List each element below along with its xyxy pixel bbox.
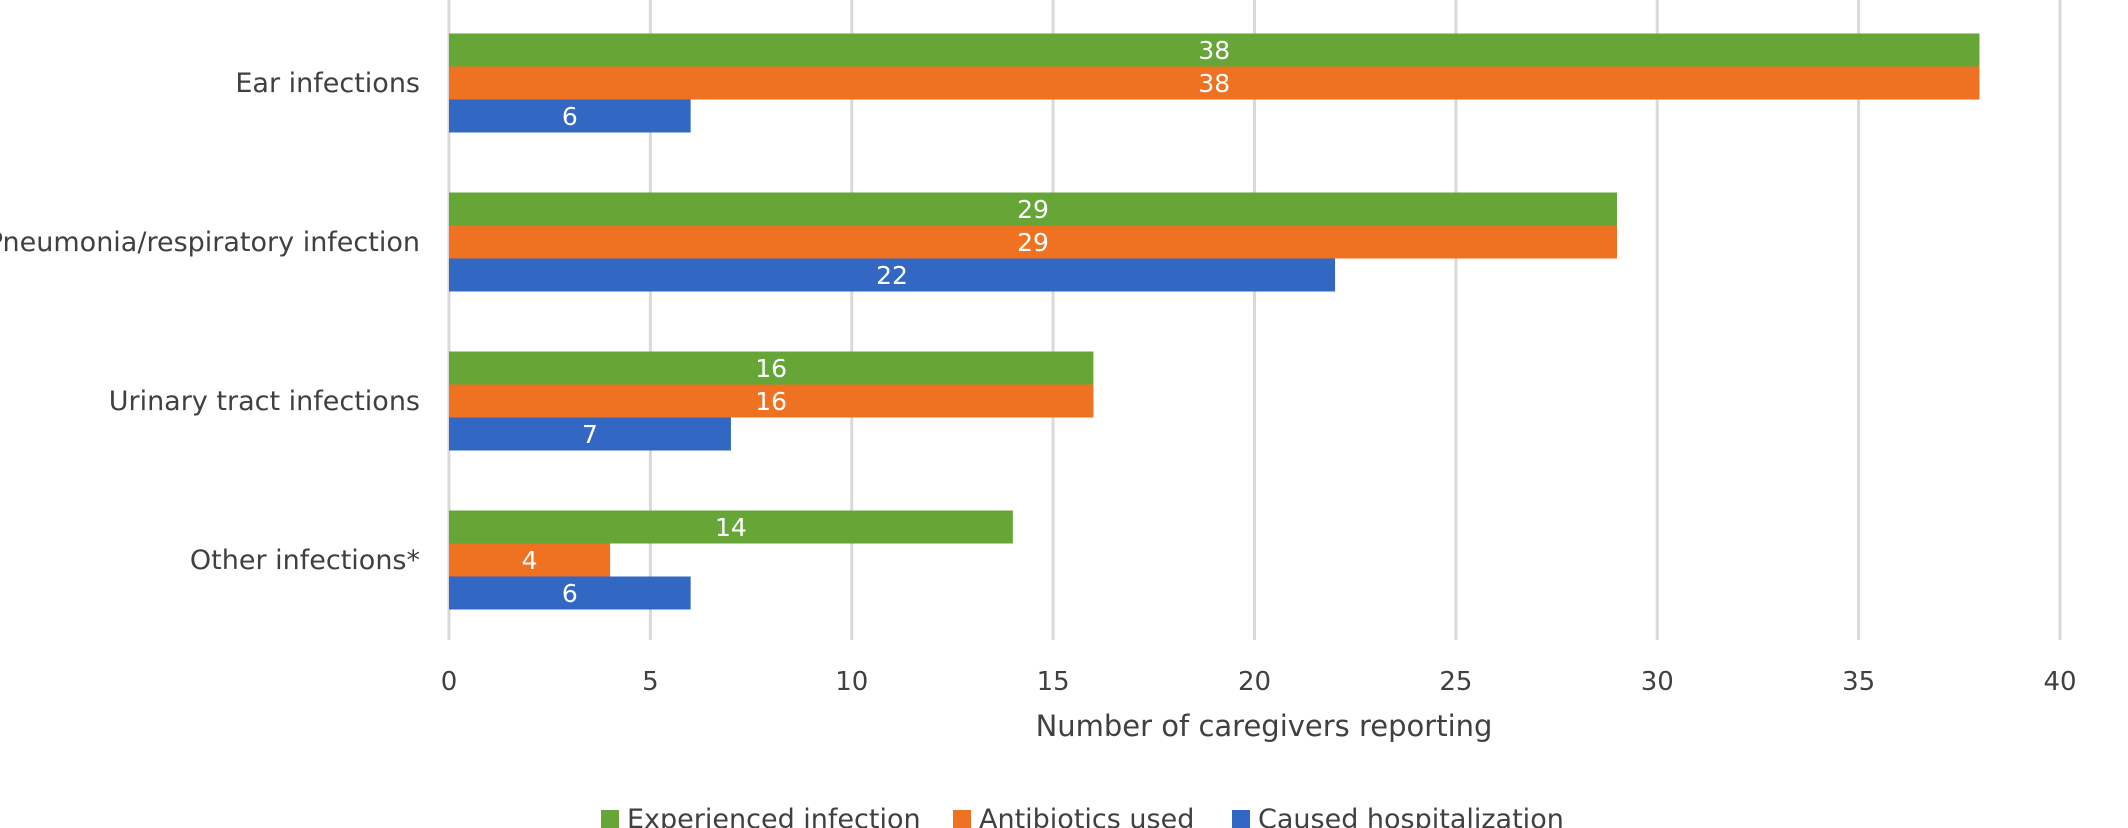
bar — [449, 510, 1013, 544]
x-tick-label: 40 — [2043, 667, 2076, 697]
bar — [449, 258, 1336, 292]
legend-label: Caused hospitalization — [1258, 804, 1564, 828]
bar — [449, 66, 1980, 100]
data-label: 6 — [562, 102, 578, 131]
bar — [449, 225, 1617, 259]
x-tick-label: 20 — [1238, 667, 1271, 697]
x-tick-label: 35 — [1842, 667, 1875, 697]
legend-swatch — [953, 810, 971, 828]
x-tick-label: 5 — [642, 667, 659, 697]
category-label: Pneumonia/respiratory infection — [0, 227, 420, 258]
legend-swatch — [1232, 810, 1250, 828]
data-label: 14 — [715, 513, 747, 542]
x-tick-labels: 0 5 10 15 20 25 30 35 40 — [441, 667, 2077, 697]
data-label: 6 — [562, 579, 578, 608]
x-tick-label: 30 — [1641, 667, 1674, 697]
bar — [449, 543, 611, 577]
bar — [449, 99, 691, 133]
legend: Experienced infection Antibiotics used Cau… — [601, 804, 1564, 828]
data-label: 38 — [1198, 36, 1230, 65]
bar — [449, 384, 1094, 418]
category-label: Ear infections — [235, 68, 420, 99]
bar — [449, 192, 1617, 226]
data-label: 16 — [755, 387, 787, 416]
data-label: 7 — [582, 420, 598, 449]
legend-label: Antibiotics used — [979, 804, 1194, 828]
legend-label: Experienced infection — [627, 804, 921, 828]
legend-swatch — [601, 810, 619, 828]
data-label: 4 — [522, 546, 538, 575]
bar — [449, 33, 1980, 67]
data-label: 16 — [755, 354, 787, 383]
bar — [449, 576, 691, 610]
x-axis-title: Number of caregivers reporting — [1036, 709, 1493, 743]
data-label: 29 — [1017, 228, 1049, 257]
data-label: 38 — [1198, 69, 1230, 98]
bar — [449, 351, 1094, 385]
x-tick-label: 15 — [1037, 667, 1070, 697]
x-tick-label: 0 — [441, 667, 458, 697]
x-tick-label: 10 — [835, 667, 868, 697]
x-tick-label: 25 — [1439, 667, 1472, 697]
data-label: 22 — [876, 261, 908, 290]
data-label: 29 — [1017, 195, 1049, 224]
category-labels: Ear infections Pneumonia/respiratory infe… — [0, 68, 420, 576]
category-label: Other infections* — [190, 545, 420, 576]
bar — [449, 417, 731, 451]
category-label: Urinary tract infections — [109, 386, 420, 417]
